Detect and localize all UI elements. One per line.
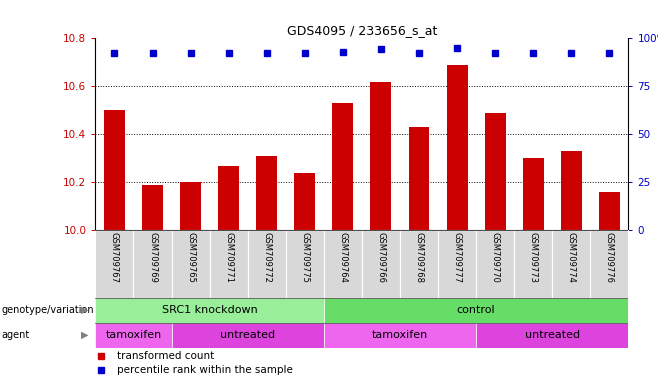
Bar bbox=[599, 192, 620, 230]
Bar bbox=[332, 103, 353, 230]
Text: GSM709772: GSM709772 bbox=[263, 232, 271, 283]
Text: GSM709764: GSM709764 bbox=[338, 232, 347, 283]
Text: ▶: ▶ bbox=[82, 330, 89, 340]
Text: GSM709776: GSM709776 bbox=[605, 232, 614, 283]
Bar bbox=[218, 166, 239, 230]
Title: GDS4095 / 233656_s_at: GDS4095 / 233656_s_at bbox=[287, 24, 437, 37]
Text: ▶: ▶ bbox=[82, 305, 89, 315]
Bar bbox=[142, 185, 163, 230]
Text: GSM709770: GSM709770 bbox=[491, 232, 499, 283]
Bar bbox=[180, 182, 201, 230]
Bar bbox=[552, 230, 590, 298]
Bar bbox=[409, 127, 430, 230]
Text: genotype/variation: genotype/variation bbox=[1, 305, 94, 315]
Text: tamoxifen: tamoxifen bbox=[105, 330, 162, 340]
Bar bbox=[210, 230, 247, 298]
Text: GSM709771: GSM709771 bbox=[224, 232, 233, 283]
Text: tamoxifen: tamoxifen bbox=[372, 330, 428, 340]
Text: GSM709775: GSM709775 bbox=[300, 232, 309, 283]
Bar bbox=[514, 230, 552, 298]
Bar bbox=[247, 230, 286, 298]
Text: GSM709768: GSM709768 bbox=[415, 232, 424, 283]
Text: control: control bbox=[457, 305, 495, 315]
Bar bbox=[95, 298, 324, 323]
Text: untreated: untreated bbox=[220, 330, 275, 340]
Bar bbox=[590, 230, 628, 298]
Bar bbox=[286, 230, 324, 298]
Bar bbox=[476, 323, 628, 348]
Bar bbox=[522, 159, 544, 230]
Text: SRC1 knockdown: SRC1 knockdown bbox=[162, 305, 257, 315]
Text: GSM709769: GSM709769 bbox=[148, 232, 157, 283]
Bar bbox=[400, 230, 438, 298]
Bar bbox=[294, 173, 315, 230]
Text: GSM709765: GSM709765 bbox=[186, 232, 195, 283]
Bar bbox=[370, 82, 392, 230]
Bar bbox=[104, 111, 125, 230]
Text: GSM709773: GSM709773 bbox=[529, 232, 538, 283]
Bar bbox=[172, 230, 210, 298]
Bar bbox=[95, 323, 172, 348]
Bar bbox=[324, 323, 476, 348]
Bar bbox=[172, 323, 324, 348]
Text: GSM709777: GSM709777 bbox=[453, 232, 461, 283]
Text: GSM709767: GSM709767 bbox=[110, 232, 119, 283]
Text: untreated: untreated bbox=[524, 330, 580, 340]
Text: agent: agent bbox=[1, 330, 30, 340]
Bar bbox=[362, 230, 400, 298]
Text: transformed count: transformed count bbox=[116, 351, 214, 361]
Bar bbox=[134, 230, 172, 298]
Bar bbox=[447, 65, 468, 230]
Text: GSM709766: GSM709766 bbox=[376, 232, 386, 283]
Bar bbox=[561, 151, 582, 230]
Text: GSM709774: GSM709774 bbox=[567, 232, 576, 283]
Bar bbox=[95, 230, 134, 298]
Bar bbox=[485, 113, 505, 230]
Text: percentile rank within the sample: percentile rank within the sample bbox=[116, 365, 293, 376]
Bar bbox=[256, 156, 277, 230]
Bar bbox=[324, 298, 628, 323]
Bar bbox=[438, 230, 476, 298]
Bar bbox=[476, 230, 514, 298]
Bar bbox=[324, 230, 362, 298]
